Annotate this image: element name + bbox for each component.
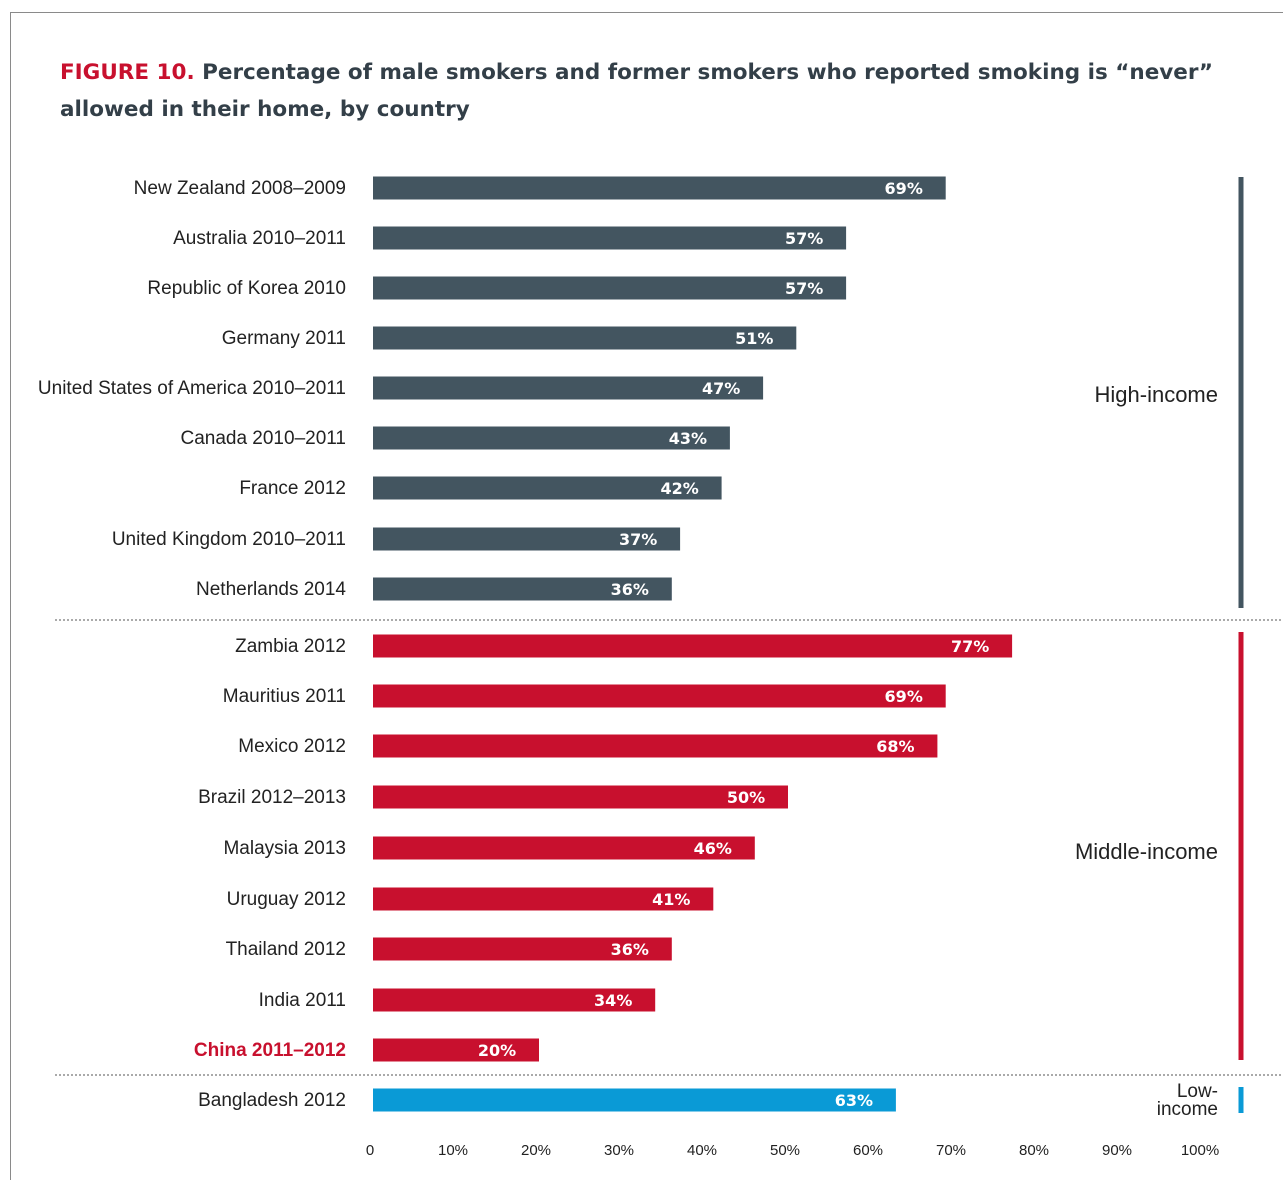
category-label: Bangladesh 2012: [198, 1090, 346, 1111]
bar: [373, 1038, 539, 1062]
data-label: 51%: [735, 329, 773, 348]
data-label: 69%: [885, 179, 923, 198]
category-label: India 2011: [259, 990, 346, 1011]
group-label: income: [1157, 1099, 1218, 1120]
bar: [373, 785, 788, 809]
data-label: 57%: [785, 229, 823, 248]
data-label: 37%: [619, 530, 657, 549]
figure-title-text: Percentage of male smokers and former sm…: [60, 60, 1214, 122]
x-tick-label: 50%: [770, 1142, 800, 1159]
data-label: 69%: [885, 687, 923, 706]
category-label: Zambia 2012: [235, 636, 346, 657]
category-label: Malaysia 2013: [223, 838, 346, 859]
category-label: France 2012: [239, 478, 346, 499]
group-label: Low-: [1177, 1081, 1218, 1102]
x-tick-label: 80%: [1019, 1142, 1049, 1159]
x-tick-label: 0: [366, 1142, 374, 1159]
data-label: 46%: [694, 839, 732, 858]
bar: [373, 476, 722, 500]
category-label: Germany 2011: [222, 328, 346, 349]
bar: [373, 226, 847, 250]
bar: [373, 527, 681, 551]
category-label: Brazil 2012–2013: [198, 787, 346, 808]
x-tick-label: 60%: [853, 1142, 883, 1159]
data-label: 63%: [835, 1091, 873, 1110]
x-tick-label: 30%: [604, 1142, 634, 1159]
data-label: 34%: [594, 991, 632, 1010]
bar: [373, 577, 672, 601]
bar: [373, 634, 1013, 658]
bar: [373, 376, 764, 400]
bar: [373, 176, 946, 200]
x-tick-label: 40%: [687, 1142, 717, 1159]
data-label: 77%: [951, 637, 989, 656]
bar: [373, 1088, 896, 1112]
data-label: 36%: [611, 940, 649, 959]
category-label: United Kingdom 2010–2011: [112, 529, 346, 550]
data-label: 68%: [876, 737, 914, 756]
data-label: 20%: [478, 1041, 516, 1060]
category-label: China 2011–2012: [194, 1040, 346, 1061]
category-label: Mexico 2012: [238, 736, 346, 757]
bar: [373, 887, 714, 911]
data-label: 50%: [727, 788, 765, 807]
category-label: Uruguay 2012: [227, 889, 346, 910]
group-label: Middle-income: [1075, 839, 1218, 864]
x-tick-label: 70%: [936, 1142, 966, 1159]
data-label: 41%: [652, 890, 690, 909]
chart-title: FIGURE 10. Percentage of male smokers an…: [60, 54, 1240, 128]
figure-number: FIGURE 10.: [60, 60, 195, 85]
category-label: Republic of Korea 2010: [147, 278, 346, 299]
data-label: 57%: [785, 279, 823, 298]
bar: [373, 937, 672, 961]
category-label: Australia 2010–2011: [173, 228, 346, 249]
bar: [373, 276, 847, 300]
figure-frame: [10, 12, 1283, 1180]
data-label: 42%: [660, 479, 698, 498]
bar: [373, 426, 730, 450]
x-tick-label: 100%: [1181, 1142, 1219, 1159]
x-tick-label: 10%: [438, 1142, 468, 1159]
group-label: High-income: [1095, 382, 1219, 407]
category-label: Mauritius 2011: [223, 686, 346, 707]
data-label: 47%: [702, 379, 740, 398]
category-label: Netherlands 2014: [196, 579, 346, 600]
category-label: Thailand 2012: [226, 939, 346, 960]
category-label: Canada 2010–2011: [180, 428, 346, 449]
bar: [373, 734, 938, 758]
data-label: 36%: [611, 580, 649, 599]
bar: [373, 836, 755, 860]
bar: [373, 684, 946, 708]
category-label: United States of America 2010–2011: [38, 378, 346, 399]
x-tick-label: 90%: [1102, 1142, 1132, 1159]
bar: [373, 326, 797, 350]
bar: [373, 988, 656, 1012]
data-label: 43%: [669, 429, 707, 448]
x-tick-label: 20%: [521, 1142, 551, 1159]
category-label: New Zealand 2008–2009: [134, 178, 346, 199]
